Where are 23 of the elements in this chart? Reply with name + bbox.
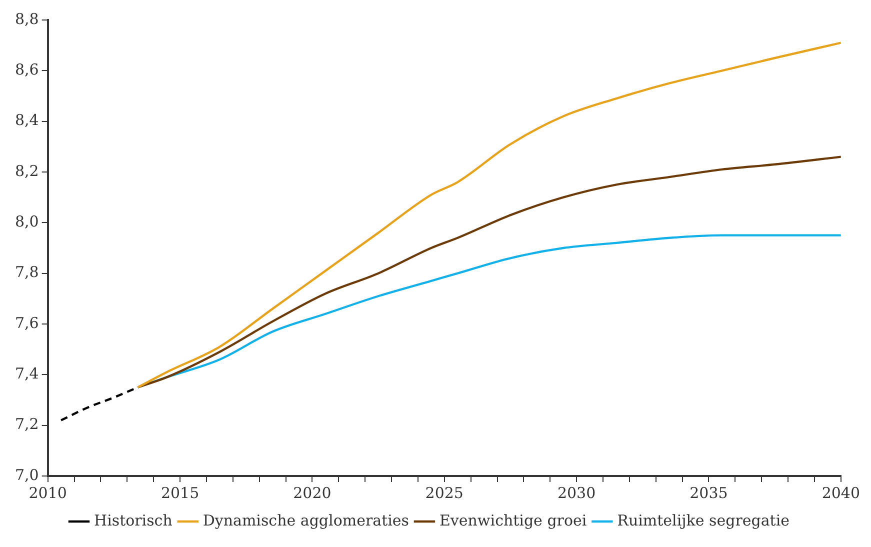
y-tick-label: 8,2: [14, 162, 39, 180]
y-tick-label: 8,4: [14, 111, 39, 130]
line-series: [136, 156, 841, 388]
y-tick-label: 7,0: [14, 466, 39, 484]
legend-label: Dynamische agglomeraties: [202, 511, 409, 530]
y-tick-label: 7,6: [14, 314, 39, 332]
legend-label: Evenwichtige groei: [439, 511, 587, 530]
x-tick-label: 2020: [293, 484, 332, 502]
y-tick-label: 8,0: [14, 212, 39, 231]
legend-label: Ruimtelijke segregatie: [617, 511, 790, 530]
y-tick-label: 7,4: [14, 364, 39, 383]
legend-label: Historisch: [94, 511, 173, 530]
x-tick-label: 2030: [557, 484, 596, 502]
y-tick-label: 7,8: [14, 263, 39, 282]
x-tick-label: 2035: [690, 484, 728, 502]
line-series: [136, 42, 841, 388]
x-tick-label: 2010: [28, 484, 67, 502]
y-tick-label: 8,6: [14, 60, 39, 79]
x-tick-label: 2040: [822, 484, 860, 502]
y-tick-label: 7,2: [14, 415, 39, 434]
y-tick-label: 8,8: [14, 10, 39, 28]
x-tick-label: 2015: [160, 484, 200, 502]
x-tick-label: 2025: [425, 484, 464, 502]
